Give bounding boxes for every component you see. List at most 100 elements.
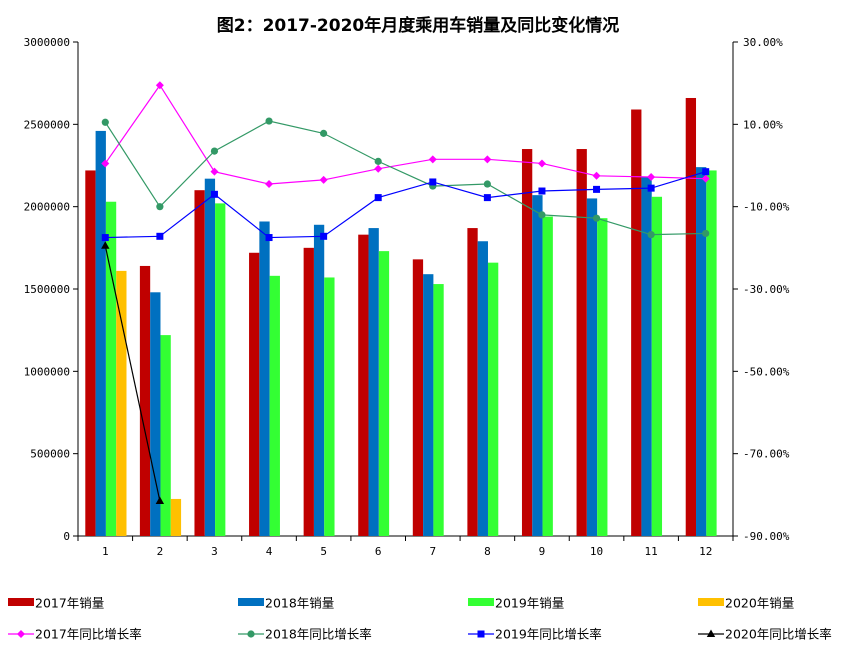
legend-label-2019年同比增长率: 2019年同比增长率: [495, 627, 602, 642]
point-2018年同比增长率-8: [483, 180, 491, 188]
bar-2018年销量-5: [313, 224, 325, 536]
bar-2018年销量-2: [150, 292, 161, 536]
bar-2019年销量-8: [487, 262, 499, 536]
point-2020年同比增长率-2: [155, 496, 165, 505]
right-tick-label: -10.00%: [743, 201, 790, 214]
legend-swatch-2020年销量: [698, 598, 724, 606]
point-2017年同比增长率-7: [428, 155, 437, 164]
bar-2017年销量-5: [303, 247, 314, 537]
bar-2018年销量-6: [368, 228, 379, 536]
point-2019年同比增长率-12: [702, 168, 710, 176]
bar-2019年销量-4: [269, 275, 280, 536]
legend: 2017年销量 2018年销量 2019年销量 2020年销量 2017年同比增长率 20…: [8, 596, 832, 642]
right-tick-label: -30.00%: [743, 283, 790, 296]
left-tick-label: 2500000: [24, 118, 70, 131]
legend-label-2017年销量: 2017年销量: [35, 596, 104, 611]
legend-marker-2018年同比增长率: [247, 630, 255, 638]
x-tick-label: 1: [102, 545, 109, 558]
point-2017年同比增长率-3: [210, 167, 219, 176]
right-tick-label: -70.00%: [743, 448, 790, 461]
bar-2017年销量-12: [685, 97, 697, 536]
point-2018年同比增长率-1: [101, 118, 109, 126]
bar-2019年销量-12: [706, 170, 717, 536]
bar-2017年销量-10: [576, 149, 587, 537]
left-tick-label: 0: [63, 530, 70, 543]
point-2017年同比增长率-9: [537, 159, 546, 168]
x-tick-label: 12: [699, 545, 712, 558]
legend-swatch-2018年销量: [238, 598, 264, 606]
bar-2019年销量-10: [597, 218, 608, 536]
point-2019年同比增长率-3: [210, 190, 218, 198]
bar-2020年销量-1: [116, 270, 127, 536]
bar-2018年销量-1: [95, 130, 106, 537]
left-tick-label: 1000000: [24, 365, 70, 378]
bar-2019年销量-1: [105, 201, 117, 536]
bar-2019年销量-2: [160, 335, 171, 536]
bar-2018年销量-9: [532, 195, 543, 536]
point-2018年同比增长率-6: [374, 157, 382, 165]
bar-2018年销量-12: [696, 167, 707, 536]
point-2019年同比增长率-5: [320, 232, 328, 240]
point-2017年同比增长率-8: [483, 155, 492, 164]
point-2019年同比增长率-10: [593, 185, 601, 193]
legend-label-2020年销量: 2020年销量: [725, 596, 794, 611]
right-tick-label: 30.00%: [743, 36, 783, 49]
legend-label-2019年销量: 2019年销量: [495, 596, 564, 611]
left-tick-label: 2000000: [24, 201, 70, 214]
bars: [85, 97, 717, 537]
point-2018年同比增长率-10: [592, 214, 601, 222]
x-tick-label: 7: [429, 545, 436, 558]
bar-2018年销量-10: [586, 198, 598, 536]
point-2018年同比增长率-11: [647, 231, 655, 239]
right-tick-label: 10.00%: [743, 118, 783, 131]
point-2019年同比增长率-11: [647, 184, 655, 192]
point-2018年同比增长率-5: [320, 129, 328, 137]
point-2018年同比增长率-3: [210, 147, 219, 155]
point-2019年同比增长率-1: [101, 234, 109, 242]
point-2018年同比增长率-9: [538, 211, 546, 219]
point-2019年同比增长率-4: [265, 234, 273, 242]
legend-marker-2020年同比增长率: [706, 629, 716, 637]
x-tick-label: 9: [539, 545, 546, 558]
legend-marker-2017年同比增长率: [17, 630, 25, 638]
point-2017年同比增长率-1: [101, 159, 110, 168]
chart-title: 图2：2017-2020年月度乘用车销量及同比变化情况: [217, 15, 620, 36]
x-tick-label: 10: [590, 545, 603, 558]
legend-label-2017年同比增长率: 2017年同比增长率: [35, 627, 142, 642]
bar-2019年销量-3: [215, 203, 226, 536]
bar-2019年销量-6: [378, 251, 390, 537]
bar-2017年销量-1: [85, 170, 96, 536]
point-2017年同比增长率-12: [701, 174, 710, 183]
bar-2017年销量-4: [249, 252, 260, 537]
axes: 0 500000 1000000 1500000 2000000 2500000 30000…: [24, 36, 790, 558]
point-2018年同比增长率-12: [702, 229, 710, 238]
left-tick-label: 1500000: [24, 283, 70, 296]
bar-2018年销量-3: [204, 178, 216, 536]
legend-label-2020年同比增长率: 2020年同比增长率: [725, 627, 832, 642]
bar-2018年销量-11: [641, 177, 652, 536]
point-2017年同比增长率-11: [647, 173, 656, 182]
bar-2019年销量-11: [651, 196, 663, 536]
bar-2017年销量-2: [139, 265, 151, 536]
point-2019年同比增长率-8: [483, 194, 491, 202]
point-2020年同比增长率-1: [101, 241, 110, 249]
point-2019年同比增长率-7: [429, 178, 437, 186]
x-tick-label: 6: [375, 545, 382, 558]
bar-2018年销量-7: [423, 274, 434, 536]
point-2017年同比增长率-10: [592, 171, 601, 180]
legend-marker-2019年同比增长率: [477, 630, 485, 638]
left-tick-label: 3000000: [24, 36, 70, 49]
bar-2020年销量-2: [170, 498, 182, 536]
bar-2017年销量-9: [521, 149, 533, 537]
point-2017年同比增长率-6: [374, 164, 383, 173]
bar-2017年销量-6: [358, 234, 369, 536]
x-tick-label: 4: [266, 545, 273, 558]
bar-2017年销量-8: [467, 228, 478, 536]
legend-label-2018年销量: 2018年销量: [265, 596, 334, 611]
point-2017年同比增长率-2: [155, 81, 164, 90]
line-2020年同比增长率: [104, 245, 161, 502]
x-tick-label: 2: [157, 545, 164, 558]
point-2018年同比增长率-4: [265, 117, 273, 125]
line-2018年同比增长率: [104, 120, 706, 236]
x-tick-label: 5: [320, 545, 327, 558]
